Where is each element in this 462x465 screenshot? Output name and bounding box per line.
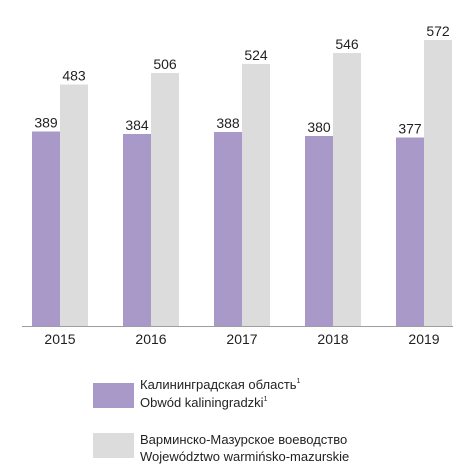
bar-2019-series-1 <box>396 137 424 326</box>
data-labels-layer: 389 483 384 506 388 524 380 546 377 572 <box>34 23 450 137</box>
data-label-2019-series-2: 572 <box>426 23 450 39</box>
legend-label-warmia-masuria-pl: Województwo warmińsko-mazurskie <box>140 449 349 464</box>
legend-text-kaliningrad-pl: Obwód kaliningradzki <box>140 395 264 410</box>
legend-label-kaliningrad-pl: Obwód kaliningradzki1 <box>140 395 268 410</box>
legend: Калининградская область1 Obwód kaliningr… <box>93 377 349 464</box>
bar-2017-series-2 <box>242 64 270 326</box>
data-label-2018-series-1: 380 <box>307 119 331 135</box>
data-label-2018-series-2: 546 <box>335 36 359 52</box>
data-label-2016-series-2: 506 <box>153 56 177 72</box>
bar-2018-series-1 <box>305 136 333 326</box>
bars-layer <box>32 40 452 326</box>
bar-2017-series-1 <box>214 132 242 326</box>
legend-footnote-kaliningrad-ru: 1 <box>297 378 301 385</box>
x-tick-label-2018: 2018 <box>317 331 348 347</box>
data-label-2016-series-1: 384 <box>125 117 149 133</box>
x-tick-label-2015: 2015 <box>44 331 75 347</box>
legend-item-kaliningrad: Калининградская область1 Obwód kaliningr… <box>93 377 301 410</box>
data-label-2015-series-1: 389 <box>34 115 58 131</box>
bar-2018-series-2 <box>333 53 361 326</box>
legend-swatch-kaliningrad <box>93 383 134 408</box>
data-label-2019-series-1: 377 <box>398 121 422 137</box>
bar-2015-series-2 <box>60 84 88 326</box>
bar-2016-series-2 <box>151 73 179 326</box>
legend-label-kaliningrad-ru: Калининградская область1 <box>140 377 301 392</box>
x-tick-label-2019: 2019 <box>408 331 439 347</box>
x-tick-labels: 2015 2016 2017 2018 2019 <box>44 331 439 347</box>
x-tick-label-2016: 2016 <box>135 331 166 347</box>
bar-2016-series-1 <box>123 134 151 326</box>
legend-label-warmia-masuria-ru: Варминско-Мазурское воеводство <box>140 432 347 447</box>
bar-2019-series-2 <box>424 40 452 326</box>
legend-footnote-kaliningrad-pl: 1 <box>264 396 268 403</box>
legend-text-kaliningrad-ru: Калининградская область <box>140 377 297 392</box>
legend-swatch-warmia-masuria <box>93 433 134 458</box>
data-label-2015-series-2: 483 <box>62 68 86 84</box>
bar-2015-series-1 <box>32 131 60 326</box>
data-label-2017-series-1: 388 <box>216 115 240 131</box>
x-tick-label-2017: 2017 <box>226 331 257 347</box>
legend-item-warmia-masuria: Варминско-Мазурское воеводство Województ… <box>93 432 349 464</box>
data-label-2017-series-2: 524 <box>244 47 268 63</box>
